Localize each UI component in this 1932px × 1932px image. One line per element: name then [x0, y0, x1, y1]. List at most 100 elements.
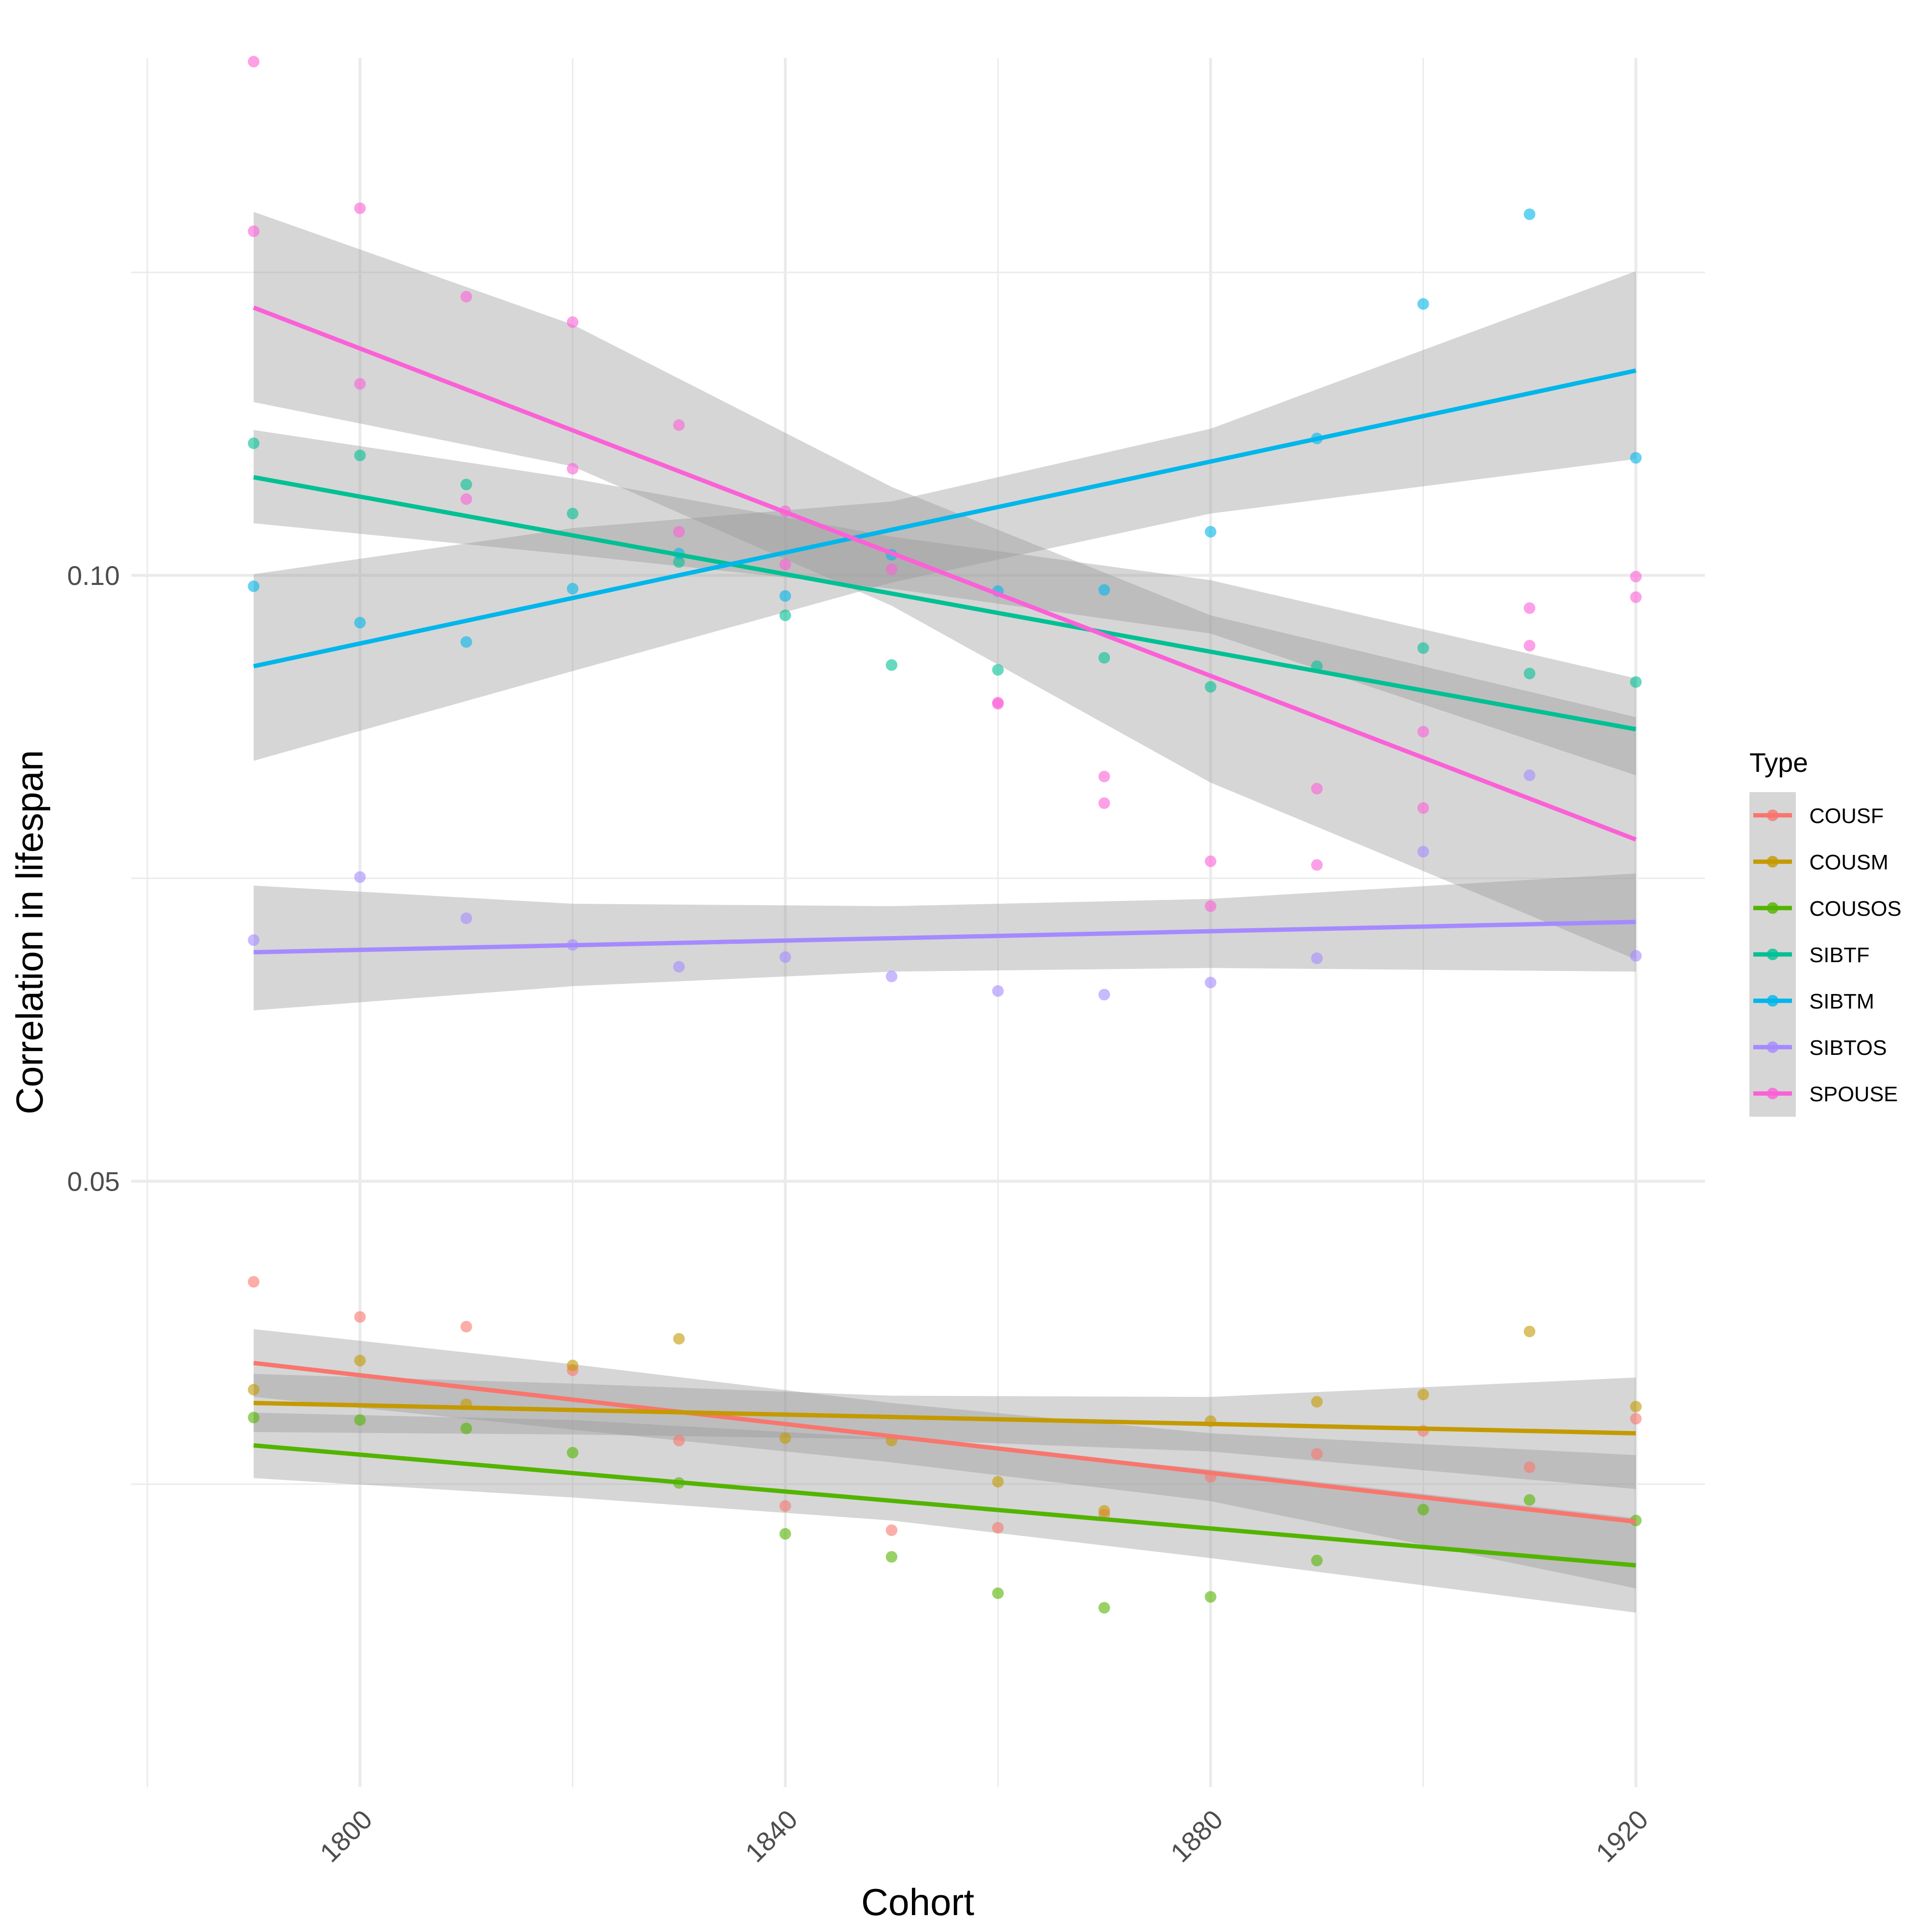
point-cousm: [1523, 1325, 1535, 1337]
legend-item-sibtos: SIBTOS: [1753, 1036, 1887, 1060]
point-sibtos: [1311, 952, 1323, 965]
point-sibtm: [1417, 298, 1429, 310]
point-sibtos: [354, 871, 366, 883]
point-sibtm: [354, 617, 366, 629]
point-sibtos: [673, 961, 685, 973]
point-sibtm: [567, 582, 579, 595]
point-spouse: [460, 291, 472, 303]
legend-key-point: [1767, 995, 1778, 1007]
point-cousos: [1205, 1591, 1217, 1603]
point-cousf: [248, 1276, 260, 1288]
point-cousos: [1098, 1602, 1110, 1614]
ribbon-cousos: [254, 1412, 1636, 1613]
legend-key-point: [1767, 810, 1778, 821]
point-cousm: [779, 1432, 791, 1444]
point-sibtm: [1523, 208, 1535, 220]
ribbon-sibtm: [254, 271, 1636, 761]
point-cousf: [460, 1321, 472, 1333]
point-cousm: [1630, 1401, 1642, 1413]
fit-line-spouse: [253, 305, 1637, 842]
point-cousm: [1311, 1396, 1323, 1408]
point-cousos: [567, 1447, 579, 1459]
point-sibtos: [779, 951, 791, 963]
x-tick-label: 1920: [1590, 1804, 1654, 1868]
point-cousos: [1523, 1494, 1535, 1506]
legend-item-cousos: COUSOS: [1753, 897, 1902, 921]
point-spouse: [1098, 797, 1110, 809]
point-spouse: [1205, 900, 1217, 912]
point-spouse: [1630, 591, 1642, 603]
legend-key-point: [1767, 1041, 1778, 1053]
fit-line-sibtm: [253, 368, 1636, 668]
point-sibtos: [885, 970, 897, 982]
confidence-ribbons: [254, 212, 1636, 1613]
legend-label: SIBTOS: [1809, 1036, 1887, 1060]
point-sibtm: [1630, 452, 1642, 464]
point-sibtf: [1205, 681, 1217, 693]
point-sibtos: [992, 985, 1004, 997]
point-spouse: [779, 558, 791, 570]
point-sibtf: [779, 610, 791, 622]
x-axis-title: Cohort: [861, 1881, 974, 1923]
point-cousos: [992, 1587, 1004, 1599]
legend-key-point: [1767, 902, 1778, 914]
legend-label: SPOUSE: [1809, 1082, 1898, 1106]
y-tick-label: 0.05: [67, 1166, 120, 1197]
legend-item-spouse: SPOUSE: [1753, 1082, 1898, 1106]
point-sibtos: [460, 912, 472, 924]
point-sibtf: [885, 659, 897, 671]
point-cousm: [1098, 1505, 1110, 1517]
point-spouse: [354, 378, 366, 390]
point-spouse: [1205, 855, 1217, 867]
point-cousf: [1630, 1413, 1642, 1425]
point-cousf: [1523, 1461, 1535, 1473]
fit-line-sibtf: [253, 475, 1636, 732]
point-cousm: [248, 1384, 260, 1396]
point-cousm: [1417, 1389, 1429, 1401]
point-spouse: [673, 526, 685, 538]
legend-title: Type: [1749, 747, 1808, 778]
point-cousm: [992, 1476, 1004, 1488]
legend-key-point: [1767, 1088, 1778, 1099]
point-spouse: [1417, 725, 1429, 738]
ribbon-spouse: [254, 212, 1636, 960]
point-spouse: [460, 493, 472, 505]
fit-line-cousm: [254, 1401, 1636, 1435]
fit-lines: [253, 305, 1637, 1568]
ribbon-sibtf: [254, 430, 1636, 776]
point-sibtf: [1523, 668, 1535, 680]
y-axis-title: Correlation in lifespan: [8, 750, 51, 1114]
legend-key-point: [1767, 856, 1778, 867]
fit-line-cousos: [253, 1443, 1636, 1568]
point-sibtm: [460, 636, 472, 648]
point-cousf: [354, 1311, 366, 1323]
point-spouse: [1417, 802, 1429, 814]
x-tick-label: 1840: [739, 1804, 804, 1868]
point-cousf: [1311, 1448, 1323, 1460]
point-sibtm: [779, 590, 791, 602]
point-sibtf: [460, 479, 472, 491]
point-sibtf: [1098, 652, 1110, 664]
legend-item-cousm: COUSM: [1753, 851, 1889, 874]
point-sibtm: [1098, 584, 1110, 596]
point-cousf: [885, 1524, 897, 1536]
legend: COUSF COUSM COUSOS SIBTF SIBTM SIBTOS SPOUSE: [1749, 792, 1902, 1117]
point-sibtf: [673, 556, 685, 568]
x-tick-label: 1800: [314, 1804, 378, 1868]
point-sibtos: [1205, 977, 1217, 989]
point-cousos: [248, 1411, 260, 1423]
point-sibtos: [1417, 846, 1429, 858]
point-sibtos: [1523, 769, 1535, 781]
point-cousm: [354, 1354, 366, 1366]
point-spouse: [567, 463, 579, 475]
legend-label: COUSM: [1809, 851, 1889, 874]
point-sibtm: [1205, 526, 1217, 538]
point-cousos: [354, 1414, 366, 1426]
point-sibtm: [248, 580, 260, 592]
point-spouse: [567, 316, 579, 328]
legend-label: SIBTM: [1809, 990, 1874, 1013]
point-spouse: [248, 56, 260, 68]
legend-label: COUSOS: [1809, 897, 1902, 921]
point-cousos: [885, 1551, 897, 1563]
